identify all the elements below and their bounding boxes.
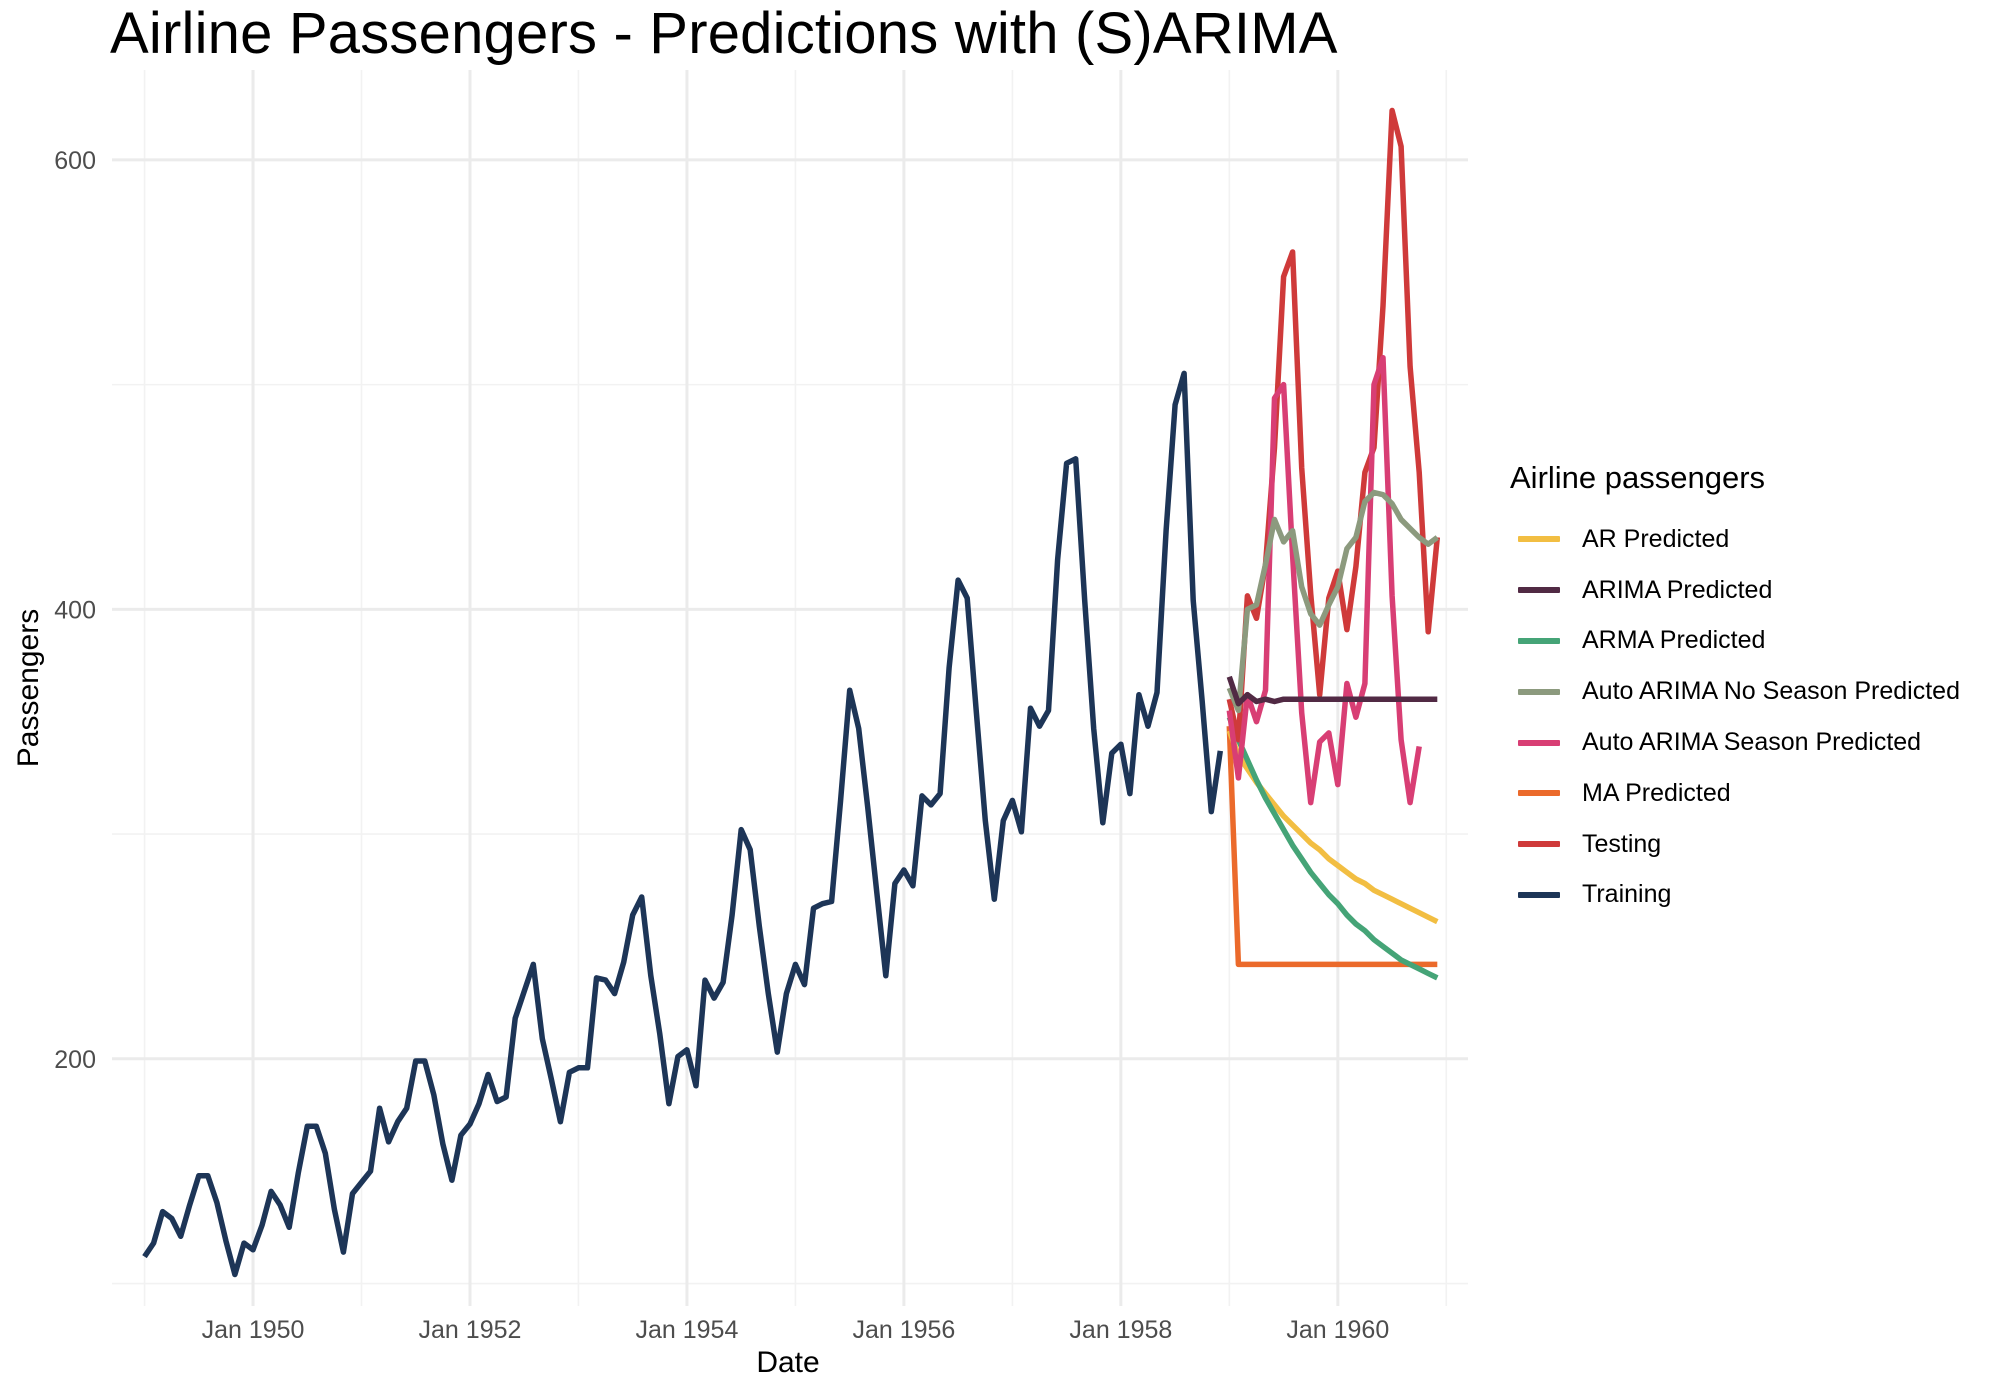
- y-tick-label: 200: [54, 1046, 96, 1074]
- x-tick-label: Jan 1956: [852, 1316, 955, 1344]
- series-line-arima-predicted: [1226, 675, 1438, 707]
- legend-key-ar-predicted: [1518, 536, 1560, 543]
- legend-label: ARMA Predicted: [1582, 626, 1766, 655]
- legend-label: AR Predicted: [1582, 524, 1730, 553]
- legend-title: Airline passengers: [1510, 460, 1766, 495]
- legend-item-auto-arima-season-predicted: Auto ARIMA Season Predicted: [1510, 717, 1960, 768]
- x-tick-label: Jan 1958: [1069, 1316, 1172, 1344]
- x-tick-label: Jan 1954: [636, 1316, 739, 1344]
- x-tick-label: Jan 1960: [1286, 1316, 1389, 1344]
- legend: Airline passengers AR Predicted ARIMA Pre…: [1510, 460, 1960, 920]
- series-line-training: [142, 370, 1224, 1278]
- legend-label: ARIMA Predicted: [1582, 575, 1773, 604]
- x-tick-label: Jan 1950: [202, 1316, 305, 1344]
- legend-label: Training: [1582, 880, 1672, 909]
- y-tick-label: 600: [54, 147, 96, 175]
- major-gridlines: [112, 70, 1468, 1306]
- legend-key-training: [1518, 891, 1560, 898]
- y-axis-ticks: 200 400 600: [54, 147, 96, 1074]
- series-line-auto-arima-season-predicted: [1226, 354, 1422, 806]
- chart-title: Airline Passengers - Predictions with (S…: [110, 1, 1338, 66]
- series-line-arma-predicted: [1226, 716, 1439, 981]
- legend-key-arima-predicted: [1518, 587, 1560, 594]
- legend-key-arma-predicted: [1518, 637, 1560, 644]
- legend-label: Auto ARIMA Season Predicted: [1582, 728, 1922, 757]
- legend-item-auto-arima-no-season-predicted: Auto ARIMA No Season Predicted: [1510, 666, 1960, 717]
- legend-item-ma-predicted: MA Predicted: [1510, 768, 1960, 819]
- x-axis-title: Date: [756, 1346, 819, 1376]
- legend-item-ar-predicted: AR Predicted: [1510, 514, 1960, 565]
- legend-key-testing: [1518, 841, 1560, 848]
- legend-key-auto-arima-season-predicted: [1518, 739, 1560, 746]
- series-line-ma-predicted: [1226, 726, 1438, 968]
- legend-key-auto-arima-no-season-predicted: [1518, 688, 1560, 695]
- series-lines: [142, 107, 1441, 1278]
- y-tick-label: 400: [54, 596, 96, 624]
- x-tick-label: Jan 1952: [419, 1316, 522, 1344]
- legend-key-ma-predicted: [1518, 790, 1560, 797]
- legend-item-testing: Testing: [1510, 819, 1960, 870]
- legend-item-training: Training: [1510, 870, 1960, 921]
- legend-label: Testing: [1582, 829, 1662, 858]
- series-line-auto-arima-no-season-predicted: [1226, 489, 1439, 714]
- x-axis-ticks: Jan 1950 Jan 1952 Jan 1954 Jan 1956 Jan 1958…: [202, 1316, 1390, 1344]
- y-axis-title: Passengers: [12, 609, 45, 767]
- legend-item-arma-predicted: ARMA Predicted: [1510, 616, 1960, 667]
- legend-label: Auto ARIMA No Season Predicted: [1582, 677, 1960, 706]
- series-line-testing: [1226, 107, 1441, 743]
- legend-items: AR Predicted ARIMA Predicted ARMA Predicte…: [1510, 514, 1960, 920]
- legend-label: MA Predicted: [1582, 778, 1731, 807]
- legend-item-arima-predicted: ARIMA Predicted: [1510, 565, 1960, 616]
